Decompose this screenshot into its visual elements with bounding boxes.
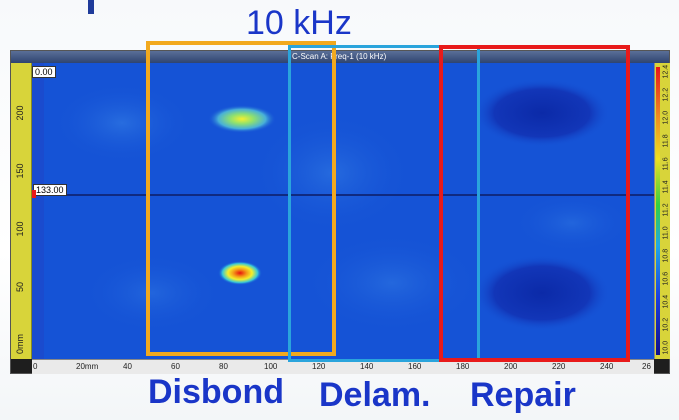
color-scale-bar[interactable]: 10.0 10.2 10.4 10.6 10.8 11.0 11.2 11.4 …	[654, 63, 670, 359]
hruler-tick: 26	[642, 362, 651, 371]
cscan-window: C-Scan A: Freq-1 (10 kHz) 0mm 50 100 150…	[10, 50, 670, 374]
hruler-tick: 140	[360, 362, 374, 371]
slide-background-mark	[0, 0, 110, 18]
repair-label: Repair	[470, 376, 576, 414]
hruler-tick: 200	[504, 362, 518, 371]
hruler-tick: 20mm	[76, 362, 99, 371]
hruler-tick: 0	[33, 362, 38, 371]
colorbar-label: 11.2	[662, 203, 670, 217]
vruler-tick: 50	[15, 282, 25, 293]
vruler-tick: 100	[15, 221, 25, 237]
hruler-tick: 80	[219, 362, 228, 371]
cursor-handle[interactable]	[32, 190, 36, 198]
disbond-label: Disbond	[148, 373, 284, 411]
colorbar-label: 10.4	[662, 294, 670, 309]
hruler-tick: 160	[408, 362, 422, 371]
vertical-ruler: 0mm 50 100 150 200	[11, 63, 32, 359]
top-readout: 0.00	[32, 66, 56, 78]
cscan-heatmap	[32, 63, 654, 359]
hruler-tick: 240	[600, 362, 614, 371]
delamination-region-box	[288, 45, 480, 362]
colorbar-label: 10.6	[662, 271, 670, 286]
colorbar-label: 12.4	[662, 64, 670, 79]
colorbar-label: 11.0	[662, 226, 670, 240]
vruler-tick: 150	[15, 163, 25, 179]
hruler-tick: 220	[552, 362, 566, 371]
colorbar-label: 10.0	[662, 340, 670, 355]
window-title: C-Scan A: Freq-1 (10 kHz)	[292, 52, 387, 61]
cursor-readout: 133.00	[33, 184, 67, 196]
hruler-tick: 40	[123, 362, 132, 371]
colorbar-label: 11.8	[662, 134, 670, 148]
repair-region-box	[439, 45, 630, 362]
delamination-label: Delam.	[319, 376, 431, 414]
hruler-tick: 60	[171, 362, 180, 371]
hruler-tick: 120	[312, 362, 326, 371]
window-titlebar[interactable]: C-Scan A: Freq-1 (10 kHz)	[11, 51, 669, 63]
hruler-tick: 180	[456, 362, 470, 371]
vruler-tick: 0mm	[15, 334, 25, 354]
colorbar-label: 12.2	[662, 87, 670, 102]
colorbar-label: 10.8	[662, 248, 670, 263]
vruler-tick: 200	[15, 105, 25, 121]
colorbar-label: 11.4	[662, 180, 670, 194]
colorbar-label: 12.0	[662, 110, 670, 125]
frequency-title: 10 kHz	[246, 4, 352, 42]
disbond-region-box	[146, 41, 336, 356]
hruler-tick: 100	[264, 362, 278, 371]
color-scale-gradient	[656, 67, 660, 355]
cscan-image[interactable]: 0.00 133.00	[32, 63, 654, 359]
colorbar-label: 10.2	[662, 317, 670, 332]
colorbar-label: 11.6	[662, 157, 670, 171]
